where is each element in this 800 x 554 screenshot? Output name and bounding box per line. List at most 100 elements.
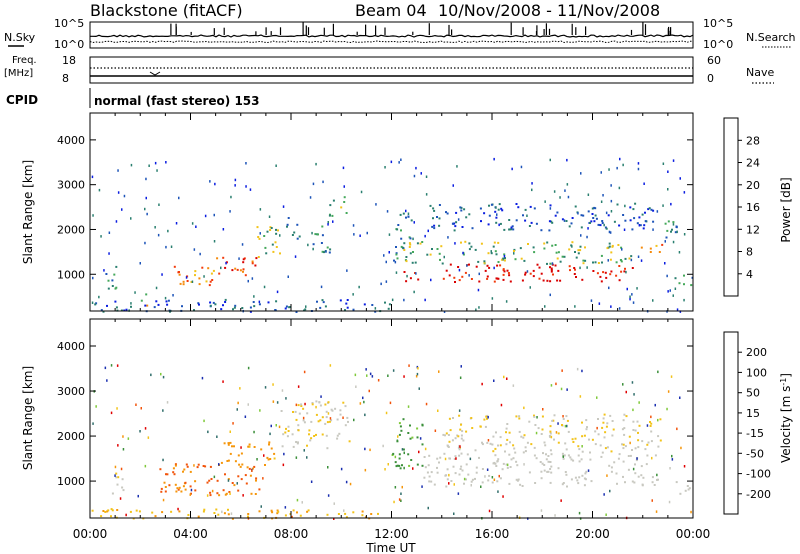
colorbar-tick-label: 100 (746, 366, 767, 379)
data-cell (115, 265, 118, 268)
data-cell (115, 306, 118, 309)
data-cell (329, 417, 332, 420)
data-cell (543, 469, 546, 472)
data-cell (174, 464, 177, 467)
data-cell (249, 310, 252, 313)
data-cell (110, 508, 113, 511)
data-cell (208, 284, 211, 287)
data-cell (550, 220, 553, 223)
data-cell (299, 514, 302, 517)
data-cell (636, 457, 638, 460)
data-cell (656, 210, 659, 213)
data-cell (247, 513, 250, 515)
data-cell (481, 468, 484, 470)
data-cell (92, 422, 94, 425)
data-cell (587, 469, 590, 472)
data-cell (343, 509, 345, 512)
data-cell (268, 441, 271, 444)
data-cell (384, 301, 386, 304)
data-cell (401, 246, 404, 249)
data-cell (496, 264, 499, 267)
data-cell (471, 478, 474, 481)
data-cell (640, 259, 643, 262)
data-cell (617, 457, 620, 460)
data-cell (610, 210, 613, 213)
data-cell (210, 272, 213, 275)
data-cell (195, 225, 197, 228)
data-cell (425, 402, 428, 406)
data-cell (485, 415, 488, 418)
time-tick-label: 16:00 (475, 527, 510, 541)
data-cell (572, 441, 575, 443)
data-cell (253, 430, 255, 434)
data-cell (531, 182, 533, 185)
colorbar-tick-label: 20 (746, 179, 760, 192)
data-cell (503, 375, 505, 379)
data-cell (229, 430, 231, 433)
data-cell (186, 465, 189, 468)
data-cell (209, 491, 212, 494)
data-cell (206, 481, 209, 484)
data-cell (478, 306, 480, 309)
data-cell (666, 407, 668, 411)
data-cell (266, 456, 269, 459)
data-cell (499, 436, 502, 439)
data-cell (502, 268, 505, 271)
data-cell (186, 280, 189, 282)
data-cell (481, 443, 484, 446)
data-cell (107, 279, 110, 282)
data-cell (238, 257, 240, 260)
data-cell (478, 280, 481, 283)
data-cell (533, 207, 536, 210)
data-cell (358, 285, 360, 289)
data-cell (557, 269, 560, 272)
data-cell (503, 253, 506, 256)
data-cell (556, 211, 559, 214)
data-cell (601, 222, 604, 224)
data-cell (584, 246, 586, 249)
data-cell (363, 400, 365, 404)
data-cell (116, 509, 119, 511)
data-cell (258, 237, 261, 240)
data-cell (611, 420, 614, 422)
data-cell (620, 246, 623, 249)
data-cell (329, 204, 332, 207)
data-cell (459, 376, 462, 379)
data-cell (116, 407, 118, 410)
data-cell (495, 431, 497, 434)
data-cell (455, 211, 458, 214)
data-cell (91, 175, 94, 179)
data-cell (524, 446, 527, 449)
data-cell (396, 464, 399, 467)
data-cell (106, 304, 108, 307)
data-cell (400, 237, 403, 240)
data-cell (296, 223, 299, 226)
data-cell (549, 204, 552, 207)
data-cell (463, 477, 466, 481)
data-cell (652, 228, 654, 231)
data-cell (222, 304, 224, 307)
data-cell (103, 269, 105, 272)
data-cell (512, 384, 515, 387)
data-cell (487, 223, 490, 226)
data-cell (624, 219, 627, 222)
data-cell (683, 274, 685, 277)
data-cell (460, 437, 463, 440)
data-cell (494, 447, 497, 450)
data-cell (624, 445, 627, 448)
data-cell (184, 488, 187, 491)
data-cell (121, 208, 123, 211)
data-cell (606, 446, 609, 449)
data-cell (664, 262, 666, 265)
data-cell (581, 474, 584, 477)
data-cell (622, 443, 625, 446)
data-cell (555, 382, 557, 386)
data-cell (561, 255, 564, 258)
data-cell (523, 259, 526, 262)
data-cell (275, 424, 277, 427)
data-cell (596, 396, 598, 399)
data-cell (394, 461, 397, 464)
data-cell (513, 447, 516, 450)
data-cell (164, 296, 167, 300)
data-cell (294, 255, 297, 258)
